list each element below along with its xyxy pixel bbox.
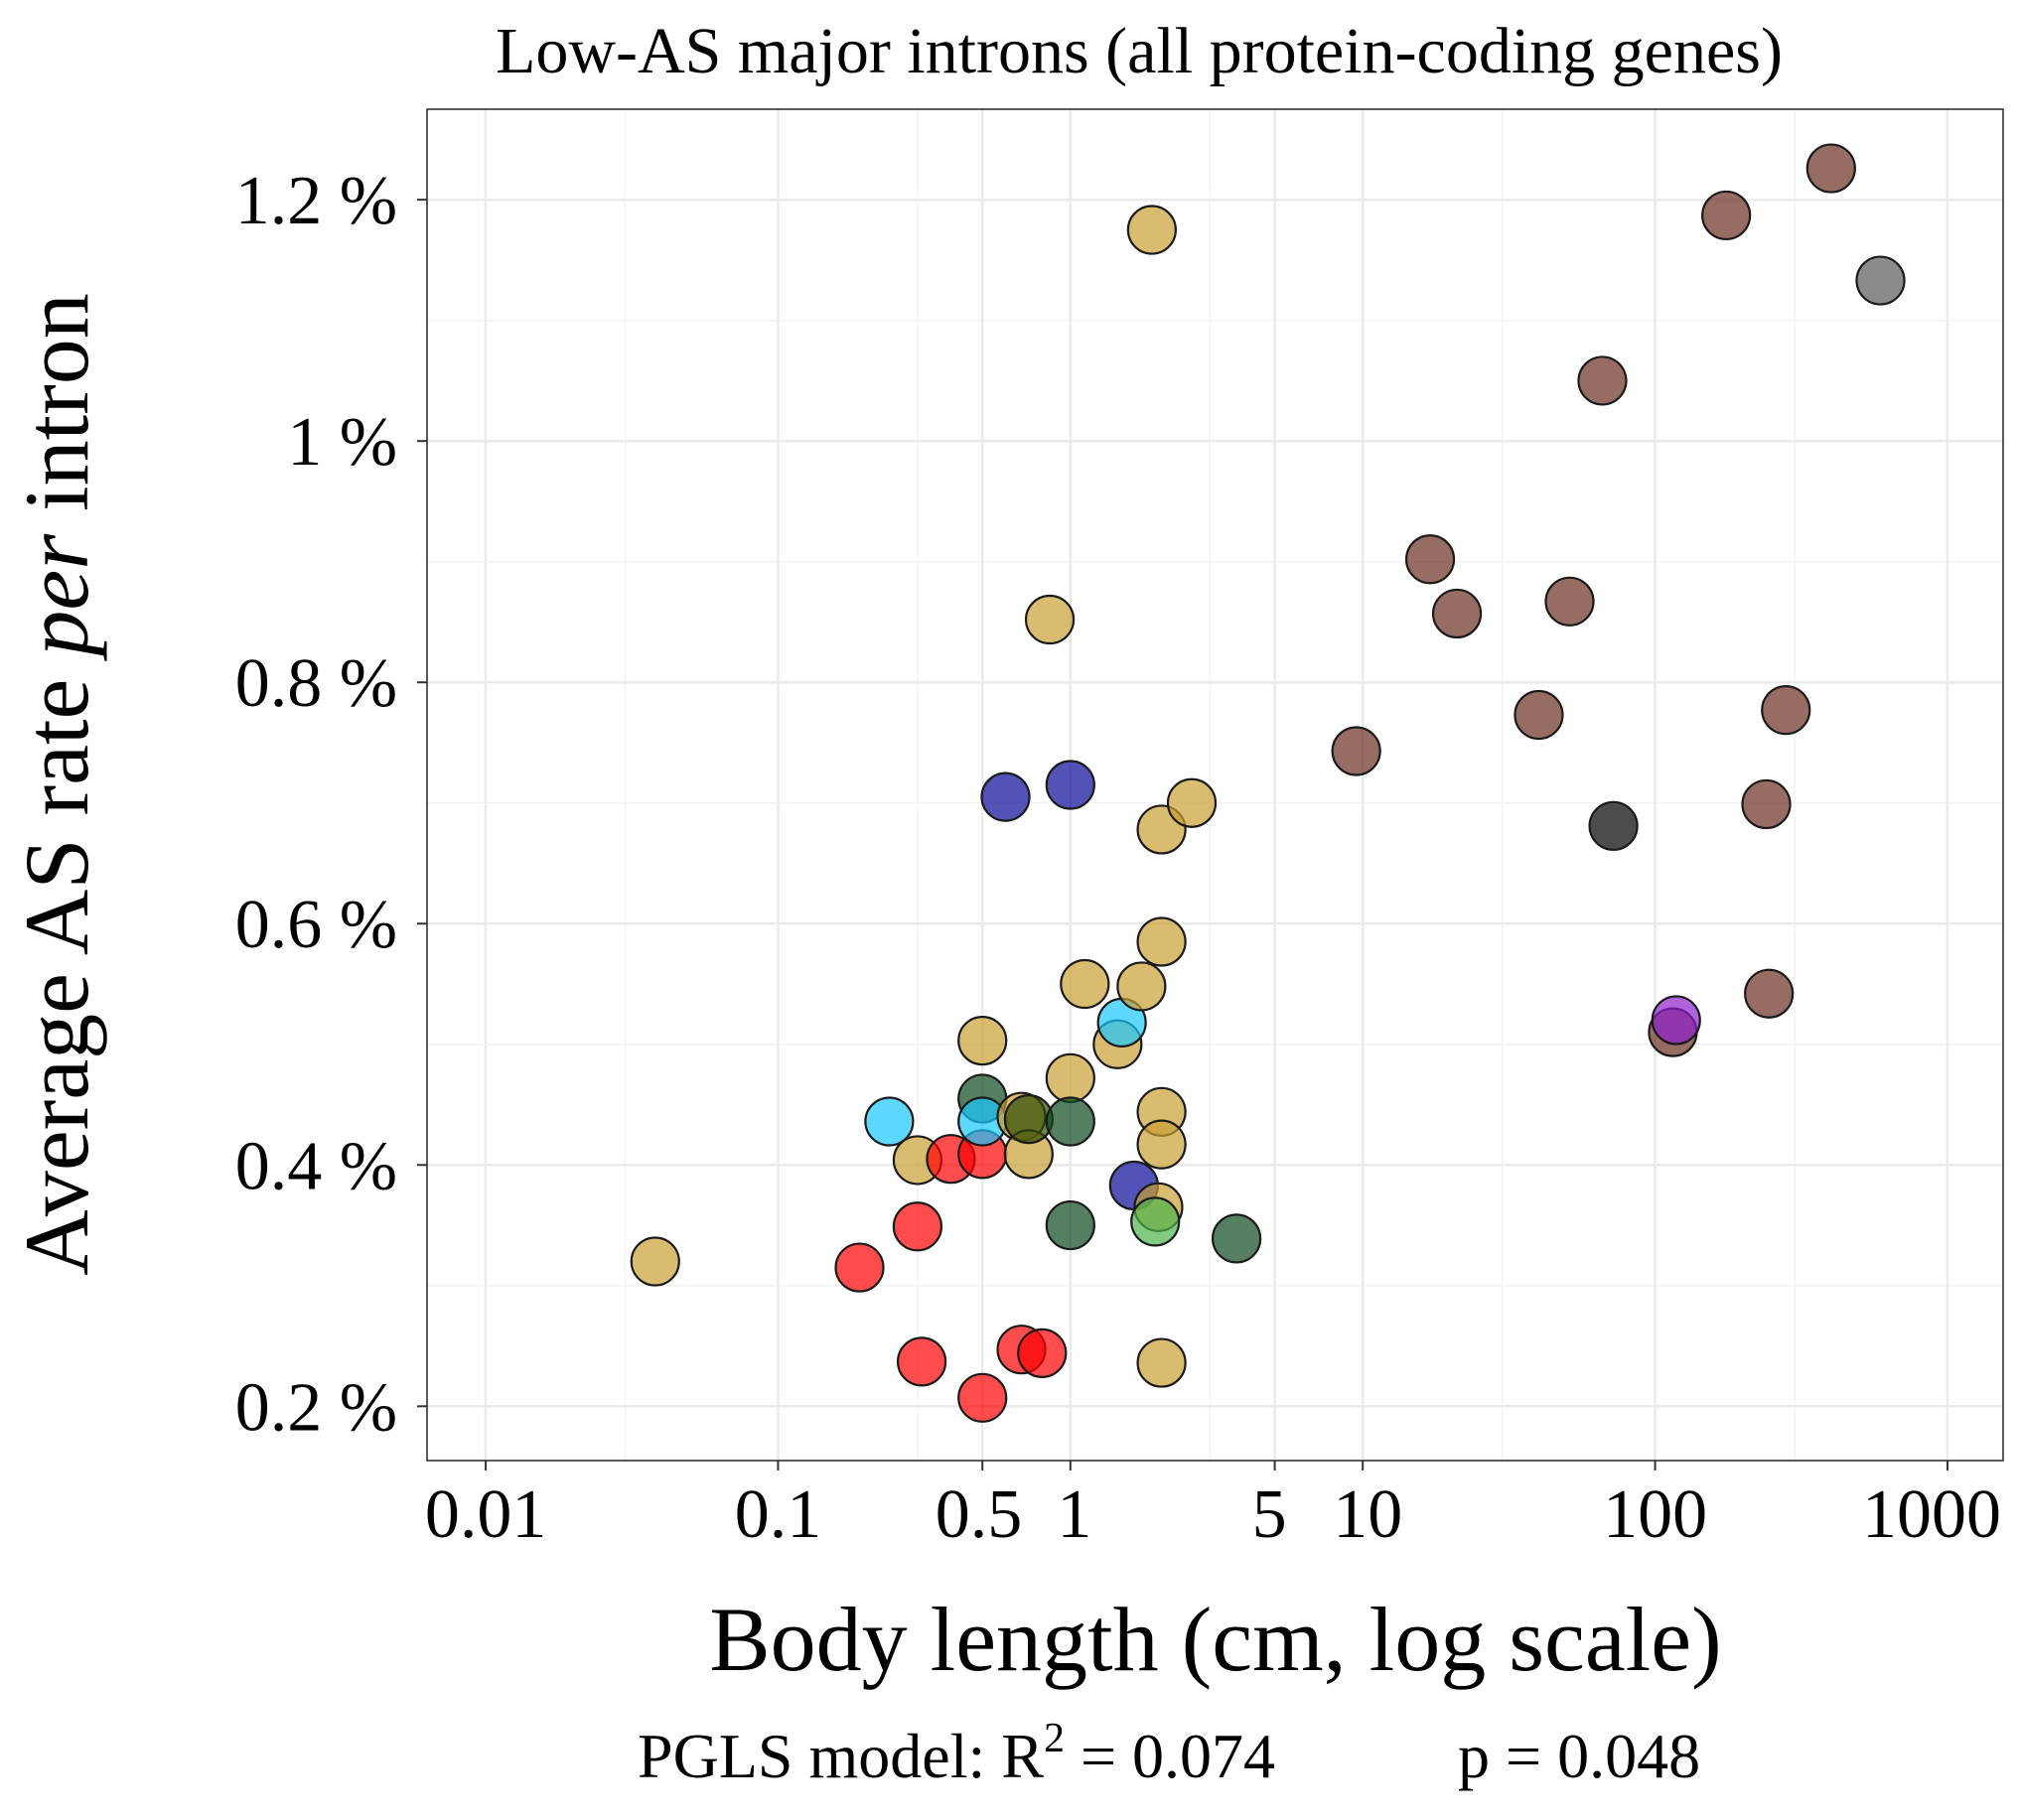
minor-gridlines bbox=[427, 109, 2003, 1461]
data-point bbox=[1331, 726, 1381, 776]
data-point bbox=[957, 1016, 1008, 1066]
data-point bbox=[1045, 1096, 1095, 1147]
y-axis-title-post: intron bbox=[6, 293, 107, 534]
x-tick-label: 5 bbox=[1252, 1476, 1287, 1553]
x-tick-label: 10 bbox=[1333, 1476, 1402, 1553]
data-point bbox=[1045, 1052, 1095, 1103]
data-point bbox=[896, 1336, 947, 1387]
data-point bbox=[1126, 205, 1177, 255]
data-point bbox=[1003, 1094, 1054, 1145]
data-point bbox=[1544, 576, 1595, 627]
y-axis-ticks: 0.2 % 0.4 % 0.6 % 0.8 % 1 % 1.2 % bbox=[235, 163, 427, 1446]
data-point bbox=[1744, 968, 1795, 1019]
data-point bbox=[1805, 143, 1856, 194]
data-point bbox=[1136, 916, 1187, 967]
data-point bbox=[1136, 1337, 1187, 1388]
x-axis-ticks: 0.01 0.1 0.5 1 5 10 100 1000 bbox=[425, 1461, 2001, 1553]
caption-r-superscript: 2 bbox=[1044, 1716, 1065, 1761]
data-point bbox=[1741, 778, 1792, 830]
data-point bbox=[1514, 689, 1564, 741]
data-point bbox=[892, 1201, 943, 1252]
x-tick-label: 1 bbox=[1057, 1476, 1091, 1553]
data-point bbox=[1701, 190, 1752, 241]
caption-p-value: p = 0.048 bbox=[1458, 1721, 1700, 1791]
x-axis-title: Body length (cm, log scale) bbox=[709, 1589, 1721, 1690]
data-point bbox=[1761, 685, 1811, 736]
data-point bbox=[1136, 1119, 1187, 1170]
data-point bbox=[1588, 800, 1639, 851]
y-axis-title-pre: Average AS rate bbox=[6, 656, 107, 1276]
y-tick-label: 0.4 % bbox=[235, 1128, 397, 1204]
y-axis-title: Average AS rate per intron bbox=[6, 293, 107, 1276]
data-point bbox=[1017, 1328, 1068, 1378]
x-tick-label: 0.01 bbox=[425, 1476, 547, 1553]
data-point bbox=[980, 771, 1031, 822]
data-point bbox=[1211, 1213, 1262, 1264]
y-tick-label: 1.2 % bbox=[235, 163, 397, 239]
y-tick-label: 0.6 % bbox=[235, 887, 397, 963]
data-point bbox=[1431, 588, 1483, 639]
data-point bbox=[1855, 255, 1906, 306]
data-points bbox=[630, 143, 1906, 1423]
data-point bbox=[1130, 1196, 1181, 1247]
data-point bbox=[957, 1372, 1008, 1423]
y-tick-label: 1 % bbox=[287, 404, 397, 481]
x-tick-label: 100 bbox=[1603, 1476, 1707, 1553]
x-tick-label: 0.1 bbox=[735, 1476, 822, 1553]
data-point bbox=[1116, 961, 1167, 1012]
y-axis-title-italic: per bbox=[6, 533, 107, 662]
chart-title: Low-AS major introns (all protein-coding… bbox=[496, 15, 1783, 87]
x-tick-label: 1000 bbox=[1862, 1476, 2001, 1553]
data-point bbox=[1060, 958, 1110, 1010]
y-tick-label: 0.8 % bbox=[235, 645, 397, 722]
data-point bbox=[630, 1236, 680, 1287]
data-point bbox=[1045, 1199, 1095, 1251]
y-tick-label: 0.2 % bbox=[235, 1369, 397, 1446]
caption-r2-value: = 0.074 bbox=[1065, 1721, 1275, 1791]
caption-model-r2: PGLS model: R2 = 0.074 bbox=[638, 1716, 1275, 1791]
data-point bbox=[1577, 355, 1628, 406]
x-tick-label: 0.5 bbox=[936, 1476, 1023, 1553]
data-point bbox=[834, 1242, 885, 1293]
data-point bbox=[1045, 760, 1095, 810]
data-point bbox=[1651, 995, 1701, 1046]
data-point bbox=[1024, 594, 1076, 645]
plot-panel-border bbox=[426, 108, 2004, 1462]
caption-model-label: PGLS model: R bbox=[638, 1721, 1044, 1791]
data-point bbox=[1404, 534, 1456, 585]
data-point bbox=[1166, 777, 1218, 828]
data-point bbox=[864, 1096, 915, 1147]
